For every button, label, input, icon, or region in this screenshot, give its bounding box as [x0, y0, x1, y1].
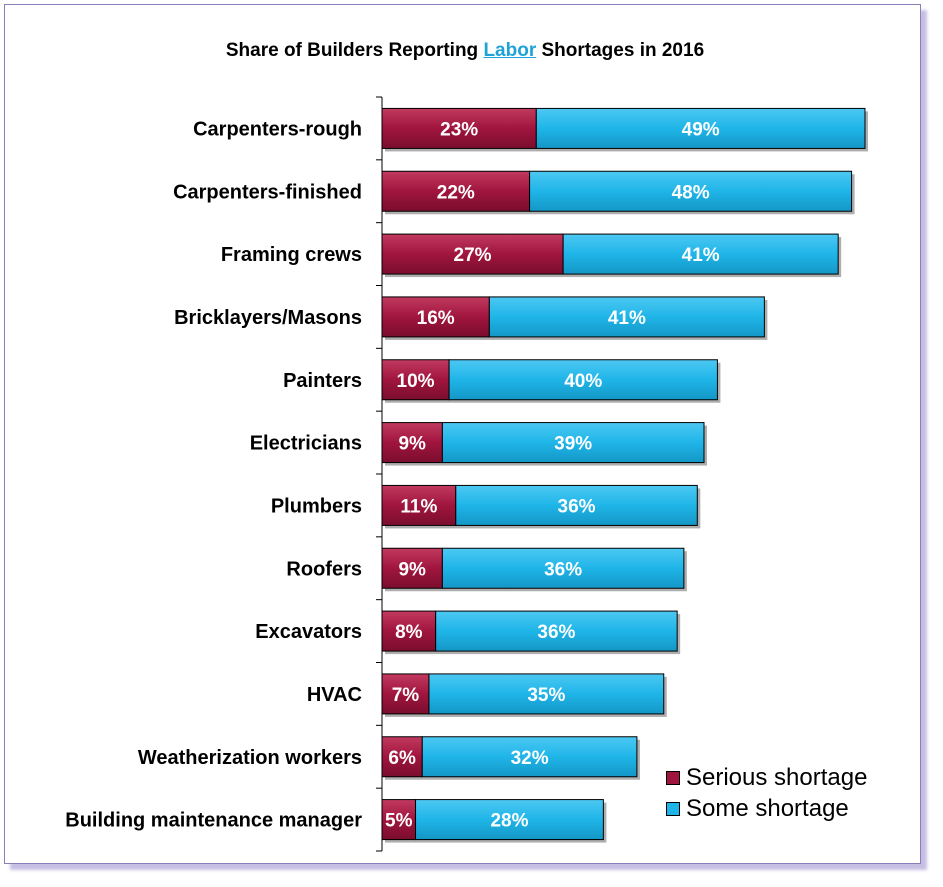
chart-title-prefix: Share of Builders Reporting	[225, 40, 484, 61]
category-label: Building maintenance manager	[65, 810, 362, 832]
category-label: Weatherization workers	[138, 747, 362, 769]
data-label-serious: 7%	[392, 685, 420, 706]
data-label-some: 36%	[558, 496, 596, 517]
category-label: Carpenters-finished	[173, 181, 362, 203]
legend-item-serious: Serious shortage	[666, 762, 867, 793]
legend-item-some: Some shortage	[666, 793, 867, 824]
bar-some-shortage	[535, 107, 866, 149]
data-label-serious: 23%	[440, 119, 478, 140]
data-label-some: 48%	[672, 182, 710, 203]
data-label-some: 32%	[511, 748, 549, 769]
data-label-serious: 6%	[388, 748, 416, 769]
chart-title-suffix: Shortages in 2016	[536, 40, 705, 61]
chart-title: Share of Builders Reporting Labor Shorta…	[0, 40, 930, 62]
data-label-serious: 9%	[398, 559, 426, 580]
data-label-serious: 11%	[400, 496, 437, 517]
category-label: Painters	[283, 370, 362, 392]
category-label: Excavators	[255, 621, 362, 643]
bar-some-shortage	[562, 233, 839, 275]
data-label-serious: 27%	[454, 245, 492, 266]
bar-serious-shortage	[381, 422, 443, 464]
data-label-some: 36%	[537, 622, 575, 643]
category-label: Bricklayers/Masons	[174, 307, 362, 329]
data-label-some: 49%	[682, 119, 720, 140]
bar-serious-shortage	[381, 547, 443, 589]
data-label-serious: 22%	[437, 182, 475, 203]
data-label-serious: 16%	[417, 308, 455, 329]
bar-some-shortage	[448, 359, 718, 401]
bar-serious-shortage	[381, 170, 531, 212]
category-label: HVAC	[307, 684, 362, 706]
category-label: Roofers	[286, 558, 362, 580]
bar-some-shortage	[428, 673, 665, 715]
category-label: Carpenters-rough	[193, 118, 362, 140]
bar-some-shortage	[441, 422, 705, 464]
data-label-some: 39%	[554, 434, 592, 455]
bar-some-shortage	[415, 799, 604, 841]
legend: Serious shortage Some shortage	[666, 762, 867, 824]
data-label-some: 36%	[544, 559, 582, 580]
data-label-some: 28%	[490, 811, 528, 832]
data-label-serious: 5%	[385, 811, 413, 832]
data-label-some: 40%	[564, 371, 602, 392]
bar-serious-shortage	[381, 484, 457, 526]
bar-serious-shortage	[381, 610, 437, 652]
legend-label-serious: Serious shortage	[686, 763, 868, 791]
bar-some-shortage	[455, 484, 698, 526]
legend-swatch-serious	[666, 770, 680, 785]
data-label-serious: 8%	[395, 622, 423, 643]
legend-label-some: Some shortage	[686, 794, 849, 822]
bar-some-shortage	[488, 296, 765, 338]
category-label: Plumbers	[271, 495, 362, 517]
category-label: Electricians	[250, 433, 362, 455]
bar-some-shortage	[435, 610, 678, 652]
bar-serious-shortage	[381, 107, 537, 149]
legend-swatch-some	[666, 801, 680, 816]
chart-title-highlight: Labor	[483, 40, 537, 61]
bar-serious-shortage	[381, 673, 430, 715]
data-label-serious: 9%	[398, 434, 426, 455]
bar-serious-shortage	[381, 359, 450, 401]
category-label: Framing crews	[221, 244, 362, 266]
bar-some-shortage	[529, 170, 853, 212]
bar-some-shortage	[421, 736, 638, 778]
data-label-some: 35%	[527, 685, 565, 706]
data-label-serious: 10%	[397, 371, 435, 392]
data-label-some: 41%	[608, 308, 646, 329]
data-label-some: 41%	[682, 245, 720, 266]
bar-some-shortage	[441, 547, 685, 589]
